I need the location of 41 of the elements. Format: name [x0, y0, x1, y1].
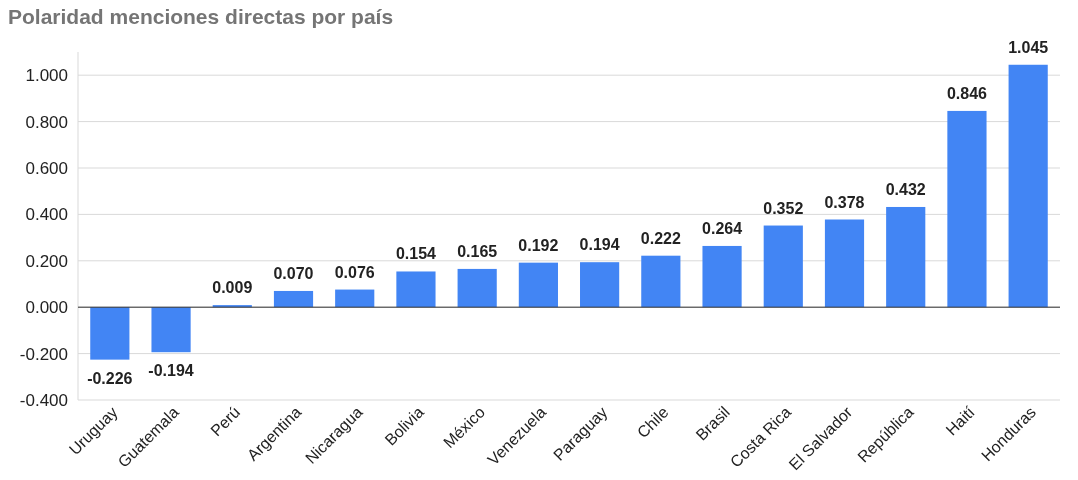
bar	[151, 307, 191, 353]
y-tick-label: 0.800	[25, 112, 68, 132]
data-label: -0.194	[148, 362, 194, 380]
data-label: 1.045	[1008, 38, 1049, 56]
bar	[763, 225, 803, 308]
y-tick-label: -0.400	[19, 390, 68, 410]
bar	[702, 245, 742, 308]
data-label: 0.846	[946, 84, 988, 102]
chart-title: Polaridad menciones directas por país	[8, 5, 394, 28]
data-label: 0.352	[763, 199, 804, 217]
data-label: 0.154	[395, 245, 437, 263]
bar	[824, 219, 865, 308]
data-label: 0.264	[702, 219, 743, 237]
bar	[90, 307, 130, 360]
bar	[273, 290, 314, 308]
bar	[518, 262, 558, 308]
bar	[212, 305, 252, 308]
y-tick-label: 0.600	[25, 158, 68, 178]
data-label: 0.165	[457, 242, 498, 260]
bar	[641, 255, 681, 308]
data-label: 0.194	[579, 236, 620, 254]
y-tick-label: 0.000	[25, 298, 68, 318]
data-label: 0.070	[273, 264, 314, 282]
data-label: 0.076	[334, 263, 375, 281]
y-tick-label: -0.200	[19, 344, 68, 364]
y-tick-label: 0.400	[25, 205, 68, 225]
bar	[335, 289, 375, 308]
data-label: 0.378	[824, 193, 865, 211]
data-label: -0.226	[87, 369, 133, 387]
y-tick-label: 0.200	[25, 251, 68, 271]
data-label: 0.432	[885, 180, 926, 198]
data-label: 0.009	[212, 279, 253, 297]
bar	[580, 262, 620, 308]
y-tick-label: 1.000	[25, 66, 68, 86]
data-label: 0.192	[518, 236, 559, 254]
bar	[886, 206, 926, 308]
bar	[1008, 64, 1048, 308]
bar	[457, 268, 497, 308]
data-label: 0.222	[640, 229, 681, 247]
bar	[396, 271, 436, 308]
bar	[947, 110, 987, 308]
